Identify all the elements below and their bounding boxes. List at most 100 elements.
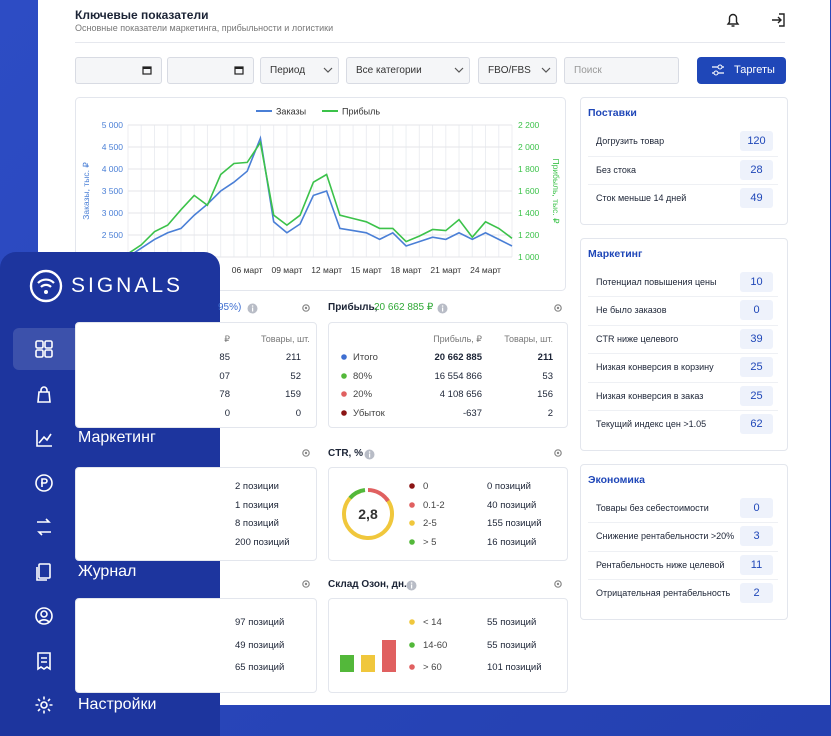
cell: 0	[295, 407, 301, 419]
x-tick-label: 24 март	[470, 265, 501, 275]
gauge-value: 2,8	[358, 506, 378, 522]
menu-label: Платежи	[78, 651, 143, 669]
count-cell: 16 позиций	[487, 536, 537, 548]
count-cell: 53	[542, 370, 553, 382]
menu-icon	[35, 473, 53, 492]
row-divider	[588, 381, 778, 383]
info-icon	[364, 449, 375, 460]
kpi-value[interactable]: 0	[740, 497, 773, 518]
cell: 159	[285, 389, 301, 400]
kpi-value[interactable]: 10	[740, 271, 773, 292]
y-tick-label: 3 500	[102, 186, 124, 196]
date-input[interactable]	[75, 57, 162, 84]
page-title: Ключевые показатели	[75, 8, 209, 22]
menu-label: Маркетинг	[78, 429, 156, 446]
y-tick-label: 2 500	[102, 230, 124, 240]
row-divider	[588, 155, 778, 157]
calendar-icon[interactable]	[234, 65, 244, 75]
kpi-value[interactable]: 3	[740, 526, 773, 546]
legend-dot	[409, 619, 415, 625]
kpi-label: Догрузить товар	[596, 136, 665, 146]
menu-item[interactable]	[13, 328, 210, 370]
kpi-value[interactable]: 25	[740, 385, 773, 406]
settings-icon[interactable]	[553, 579, 563, 589]
menu-label: Экономика	[78, 384, 160, 402]
legend-dot	[341, 372, 347, 379]
count-cell: 101 позиций	[487, 662, 542, 673]
kpi-value[interactable]: 2	[740, 583, 773, 603]
stock-bars	[340, 640, 396, 672]
bell-icon[interactable]	[724, 11, 742, 29]
row-label: Убыток	[353, 407, 385, 419]
row-label: > 60	[423, 662, 442, 673]
search-input[interactable]: Поиск	[564, 57, 679, 84]
settings-icon[interactable]	[301, 303, 311, 313]
x-tick-label: 12 март	[311, 265, 342, 275]
cell: 49 позиций	[235, 639, 285, 651]
kpi-card-title: Поставки	[588, 107, 637, 119]
y-tick-label: 5 000	[102, 120, 124, 130]
chevron	[541, 67, 551, 73]
profit-cell: -637	[462, 407, 482, 419]
date-input[interactable]	[167, 57, 254, 84]
settings-icon[interactable]	[553, 448, 563, 458]
info-icon	[406, 580, 417, 591]
kpi-value[interactable]: 25	[740, 357, 773, 377]
kpi-value[interactable]: 11	[740, 554, 773, 575]
settings-icon[interactable]	[301, 579, 311, 589]
card-title: Склад Озон, дн.	[328, 579, 407, 590]
kpi-value[interactable]: 62	[740, 414, 773, 434]
cell: 8 позиций	[235, 518, 279, 529]
settings-icon[interactable]	[301, 448, 311, 458]
kpi-label: Сток меньше 14 дней	[596, 193, 687, 203]
cell: 65 позиций	[235, 662, 285, 673]
y-tick-label: 3 000	[102, 208, 124, 218]
count-cell: 2	[547, 407, 553, 419]
y-tick-label: 1 400	[518, 208, 540, 218]
kpi-label: Без стока	[596, 164, 637, 175]
kpi-card-title: Маркетинг	[588, 247, 643, 260]
kpi-label: Рентабельность ниже целевой	[596, 559, 725, 570]
count-cell: 40 позиций	[487, 499, 537, 511]
targets-button[interactable]: Таргеты	[697, 57, 786, 84]
info-icon	[437, 303, 448, 314]
kpi-label: Товары без себестоимости	[596, 502, 709, 513]
cell: 200 позиций	[235, 536, 290, 548]
calendar-icon[interactable]	[142, 65, 152, 75]
divider	[75, 42, 785, 43]
settings-icon[interactable]	[553, 303, 563, 313]
count-cell: 156	[537, 389, 553, 400]
chevron	[454, 67, 464, 73]
line-chart: 2 500 3 000 3 500 4 000 4 500 5 000 1 000 1 200…	[75, 97, 566, 291]
logo-icon	[29, 269, 63, 303]
row-divider	[588, 296, 778, 297]
profit-cell: 16 554 866	[434, 370, 482, 382]
cell: 78	[219, 389, 230, 400]
kpi-value[interactable]: 120	[740, 131, 773, 151]
kpi-value[interactable]: 39	[740, 328, 773, 349]
kpi-value[interactable]: 0	[740, 300, 773, 320]
info-icon	[247, 303, 258, 314]
legend-dot	[341, 391, 347, 397]
card-total: 20 662 885 ₽	[374, 302, 434, 313]
dropdown[interactable]: Все категории	[346, 57, 470, 84]
cell: 07	[219, 370, 230, 382]
row-label: 14-60	[423, 639, 448, 651]
y-tick-label: 2 200	[518, 120, 540, 130]
chevron	[323, 67, 333, 73]
y-tick-label: 2 000	[518, 142, 540, 152]
y-tick-label: 1 000	[518, 252, 540, 262]
count-cell: 0 позиций	[487, 481, 531, 492]
count-cell: 55 позиций	[487, 639, 537, 651]
y-tick-label: 1 200	[518, 230, 540, 240]
logout-icon[interactable]	[769, 11, 787, 29]
menu-label: Динамика	[78, 473, 152, 491]
menu-label: Доступы	[78, 607, 142, 624]
kpi-value[interactable]: 28	[740, 159, 773, 180]
y2-axis-label: Прибыль, тыс. ₽	[551, 158, 561, 224]
row-label: < 14	[423, 617, 442, 628]
column-header: Прибыль, ₽	[433, 334, 482, 344]
kpi-value[interactable]: 49	[740, 188, 773, 208]
card-table	[75, 598, 317, 693]
row-divider	[588, 324, 778, 326]
